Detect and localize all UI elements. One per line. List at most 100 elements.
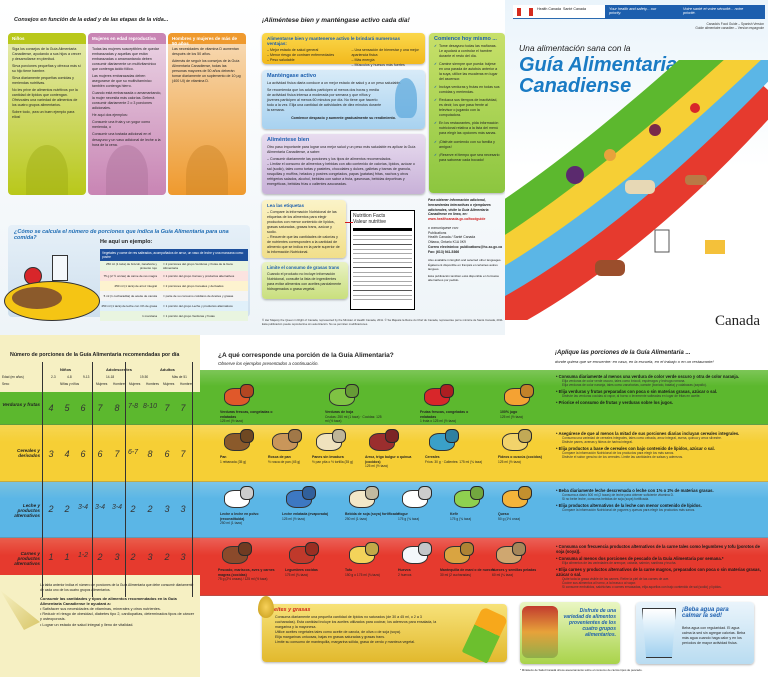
food-serving-item: Panes sin levadura ½ pan pita o ½ tortill… (312, 429, 370, 464)
meal-food: 250 ml (1 taza) de brócoli, zanahoria y … (105, 262, 157, 270)
age-range: 9-13 (83, 375, 90, 379)
benefit-item: • Satisfacer sus necesidades de vitamina… (40, 607, 195, 612)
benefit-text: Lograr un estado de salud integral y lle… (42, 622, 134, 627)
active-p1: La actividad física diaria conduce a un … (267, 81, 402, 85)
government-header: Health Canada Santé Canada Your health a… (513, 5, 765, 19)
meal-table-row: 250 ml (1 taza) de arroz integral = 2 por… (100, 281, 248, 291)
start-item-text: En los restaurantes, pida información nu… (439, 121, 499, 136)
bullet: • (40, 622, 43, 627)
oil-tip: Consuma diariamente una pequeña cantidad… (275, 615, 437, 630)
nutrition-facts-fr: Valeur nutritive (353, 219, 386, 225)
food-name: Arroz, trigo bulgur o quinua (cocidos) (365, 455, 412, 464)
motto-en: Your health and safety... our priority. (609, 7, 657, 15)
food-portion: Crudas: 250 ml (1 taza) · Cocidas: 125 m… (325, 414, 382, 423)
age-column-heading: Mujeres en edad reproductiva (88, 33, 166, 44)
table-row-label: Cereales y derivados (17, 448, 40, 459)
age-range: 14-18 (106, 375, 115, 379)
servings-benefits-title: Consumir las cantidades y tipos de alime… (40, 595, 177, 607)
meal-example-title: ¿Cómo se calcula el número de porciones … (14, 229, 229, 241)
food-portion: 175 g (¾ taza) (398, 516, 420, 521)
arrow-icon (345, 222, 353, 223)
cover-title: Guía Alimentaria Canadiense (519, 55, 677, 97)
oils-box: Aceites y grasas Consuma diariamente una… (262, 604, 509, 664)
list-item: Recuerde que las cantidades de calorías … (267, 235, 341, 255)
food-icon (518, 429, 532, 443)
apply-band-text: Consuma diariamente al menos una verdura… (556, 372, 766, 405)
rainbow-red-arc (505, 76, 768, 320)
food-name: Queso (498, 512, 509, 516)
age-column-body: Siga los consejos de la Guía Alimentaria… (8, 44, 86, 125)
footnote: * Ministerio de Salud Canadá ofrece ases… (520, 668, 643, 672)
age-column-text: Cuando está embarazada o amamantando, la… (92, 91, 162, 111)
apply-point: Consuma con frecuencia productos alterna… (556, 544, 766, 554)
food-portion: Fríos: 30 g · Calientes: 175 ml (¾ taza) (425, 459, 483, 464)
apply-detail: Quite toda la grasa visible de las carne… (562, 577, 670, 581)
oil-tip: Limite su consumo de mantequilla, margar… (275, 640, 416, 645)
meal-example-table: Vegetales y carne de res salteados, acom… (100, 249, 248, 321)
age-group-heading: Niños (60, 367, 72, 372)
food-name: Huevos (398, 568, 411, 572)
servings-value: 2 (130, 504, 136, 514)
food-illustration (282, 486, 340, 510)
servings-value: 3-4 (77, 504, 89, 511)
contact-line: Ottawa, Ontario K1A 0K9 (428, 240, 466, 245)
start-item-text: Reduzca sus tiempos de inactividad, es d… (439, 98, 498, 118)
apply-detail: Si consume embutidos, salchichas o carne… (562, 585, 722, 589)
sex-label-cell: Mujeres (163, 382, 175, 386)
meal-servings: = parte de su consumo cotidiano de Aceit… (163, 294, 234, 298)
table-divider (92, 362, 93, 597)
servings-value: 3 (164, 504, 170, 514)
servings-value: 3 (114, 551, 120, 562)
oil-drop-icon (258, 596, 274, 618)
eat-well-title: Aliméntese bien (267, 137, 310, 143)
servings-value: 2 (164, 551, 170, 562)
servings-value: 7 (164, 402, 170, 413)
checkmark-icon: ✓ (434, 98, 438, 103)
cover-pretitle: Una alimentación sana con la (519, 43, 631, 53)
servings-value: 8 (147, 449, 153, 459)
start-item: ✓ ¡Disfrute comiendo con su familia y ami… (434, 140, 500, 150)
meal-servings: = 1 porción del grupo Carnes y productos… (163, 274, 235, 278)
servings-value: 2 (97, 551, 103, 562)
food-illustration (325, 384, 383, 408)
food-portion: 50 g (1½ onza) (498, 516, 521, 521)
servings-value: 5 (64, 402, 70, 413)
contact-fax: Fax: (613) 941-5366 (428, 249, 460, 254)
list-item: Limitar el consumo de alimentos y bebida… (267, 162, 420, 187)
food-illustration (312, 429, 370, 453)
table-divider (42, 362, 43, 597)
food-serving-item: Cereales Fríos: 30 g · Calientes: 175 ml … (425, 429, 483, 464)
meal-example-subtitle: He aquí un ejemplo: (100, 239, 153, 245)
food-name: Leche enlatada (evaporada) (282, 512, 329, 516)
food-name: Fideos o cuscús (cocidos) (498, 455, 542, 459)
health-canada: Health Canada (537, 7, 561, 11)
contact-email[interactable]: Correo electrónico: publications@hc-sc.g… (428, 244, 502, 249)
list-item: Una sensación de bienestar y una mejor a… (352, 48, 421, 58)
table-footer-bg (0, 575, 200, 677)
start-item: ✓ Reduzca sus tiempos de inactividad, es … (434, 98, 500, 118)
food-illustration (220, 486, 278, 510)
servings-value: 1 (64, 551, 70, 562)
age-range: 4-8 (67, 375, 72, 379)
cheese-icon (705, 240, 725, 254)
water-text: Beba agua con regularidad. El agua calma… (682, 626, 746, 646)
age-column-text: No les prive de alimentos nutritivos por… (12, 88, 78, 108)
food-portion: 1 fruta o 125 ml (½ taza) (420, 419, 456, 424)
food-name: Verduras de hoja (325, 410, 354, 414)
food-portion: 1 rebanada (35 g) (220, 459, 247, 464)
foodguide-link[interactable]: www.healthcanada.gc.ca/foodguide (428, 217, 486, 222)
food-illustration (220, 384, 278, 408)
food-portion: ½ pan pita o ½ tortilla (35 g) (312, 459, 354, 464)
eggplant-icon (566, 166, 584, 184)
trans-fat-box: Limite el consumo de grasas trans Cuando… (262, 262, 348, 299)
food-icon (365, 486, 379, 500)
servings-value: 6 (80, 402, 86, 413)
apply-title: ¡Aplique las porciones de la Guía Alimen… (555, 350, 691, 356)
age-column: Hombres y mujeres de más de 50 años Las n… (168, 33, 246, 195)
apply-detail: Disfrute panes, avenas y fideos de harin… (562, 440, 633, 444)
food-portion: 175 ml (¾ taza) (285, 572, 308, 577)
melon-icon (604, 149, 616, 161)
food-icon (440, 384, 454, 398)
food-illustration (365, 429, 423, 453)
grapes-icon (649, 124, 661, 136)
